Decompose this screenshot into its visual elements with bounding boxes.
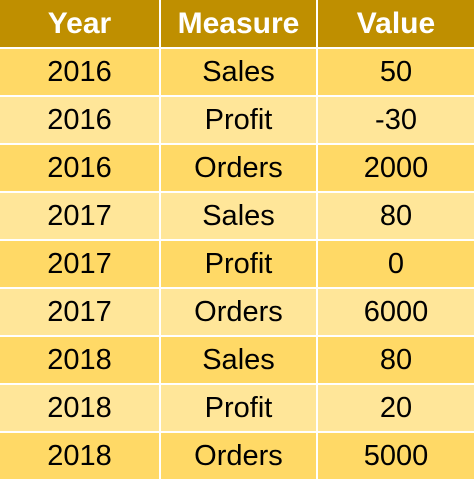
- table-row: 2016 Orders 2000: [0, 144, 474, 193]
- year-cell: 2017: [0, 192, 161, 241]
- table-row: 2017 Orders 6000: [0, 288, 474, 337]
- table-row: 2018 Orders 5000: [0, 432, 474, 479]
- measure-cell: Orders: [160, 144, 318, 193]
- table-row: 2016 Sales 50: [0, 48, 474, 97]
- measure-cell: Orders: [160, 432, 318, 479]
- measure-cell: Sales: [160, 336, 318, 385]
- value-cell: 6000: [317, 288, 474, 337]
- measure-cell: Profit: [160, 384, 318, 433]
- value-cell: -30: [317, 96, 474, 145]
- year-cell: 2018: [0, 384, 161, 433]
- header-value: Value: [317, 0, 474, 49]
- value-cell: 20: [317, 384, 474, 433]
- table-row: 2018 Profit 20: [0, 384, 474, 433]
- year-cell: 2016: [0, 48, 161, 97]
- measure-cell: Sales: [160, 48, 318, 97]
- year-cell: 2016: [0, 96, 161, 145]
- value-cell: 50: [317, 48, 474, 97]
- year-cell: 2016: [0, 144, 161, 193]
- year-cell: 2017: [0, 288, 161, 337]
- table-row: 2017 Sales 80: [0, 192, 474, 241]
- header-row: Year Measure Value: [0, 0, 474, 49]
- table-row: 2018 Sales 80: [0, 336, 474, 385]
- value-cell: 5000: [317, 432, 474, 479]
- value-cell: 2000: [317, 144, 474, 193]
- measure-cell: Orders: [160, 288, 318, 337]
- measure-cell: Profit: [160, 96, 318, 145]
- value-cell: 80: [317, 192, 474, 241]
- header-measure: Measure: [160, 0, 318, 49]
- table-row: 2017 Profit 0: [0, 240, 474, 289]
- year-cell: 2018: [0, 336, 161, 385]
- year-cell: 2017: [0, 240, 161, 289]
- measure-cell: Profit: [160, 240, 318, 289]
- table-row: 2016 Profit -30: [0, 96, 474, 145]
- value-cell: 0: [317, 240, 474, 289]
- header-year: Year: [0, 0, 161, 49]
- value-cell: 80: [317, 336, 474, 385]
- year-cell: 2018: [0, 432, 161, 479]
- measure-cell: Sales: [160, 192, 318, 241]
